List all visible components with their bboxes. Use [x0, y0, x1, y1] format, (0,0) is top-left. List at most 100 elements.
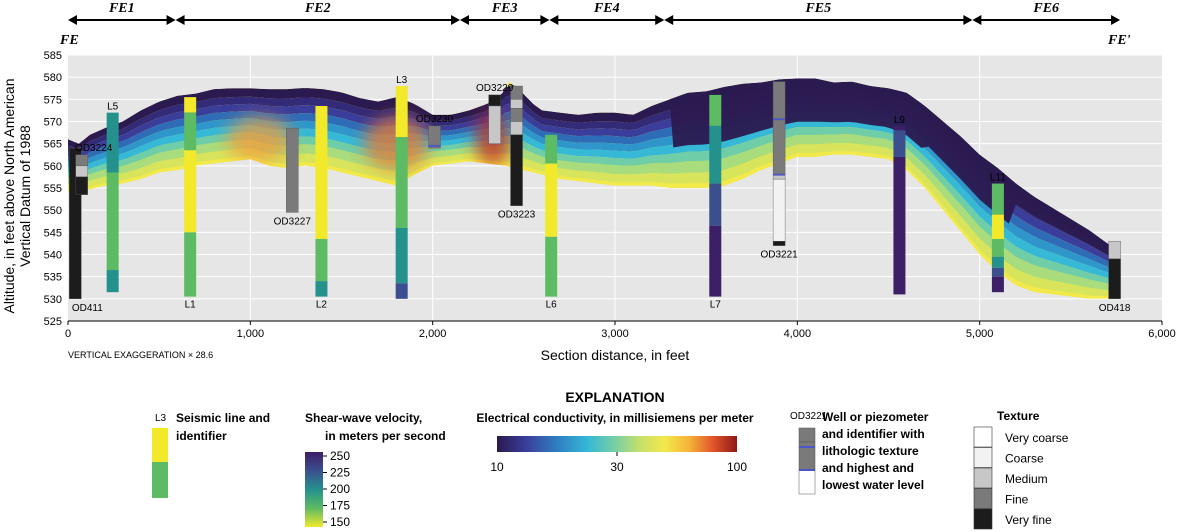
shear-wave-tick-label: 175 — [330, 499, 350, 513]
conductivity-band — [68, 119, 1119, 281]
y-tick-label: 525 — [44, 316, 62, 328]
segment-arrowhead-left — [175, 15, 185, 25]
x-tick-label: 0 — [65, 328, 71, 340]
legend-well-fine — [798, 427, 816, 443]
legend-well-label-line: Well or piezometer — [822, 410, 929, 424]
legend-well-coarse — [798, 469, 816, 495]
seismic-layer-l6 — [545, 163, 558, 237]
seismic-layer-l5 — [106, 270, 119, 293]
y-tick-label: 585 — [44, 50, 62, 62]
segment-arrowhead-right — [451, 15, 461, 25]
texture-swatch — [973, 467, 993, 489]
segment-label-fe4: FE4 — [593, 1, 620, 16]
well-label-od418: OD418 — [1099, 303, 1131, 314]
seismic-line-label-l1: L1 — [185, 300, 197, 311]
segment-label-fe2: FE2 — [304, 1, 331, 16]
segment-arrowhead-right — [540, 15, 550, 25]
conductivity-band — [68, 143, 1119, 297]
axis-ticks: 0 1,000 2,000 3,000 4,000 5,000 6,000 525 530 535… — [44, 50, 1176, 340]
shear-wave-colorbar — [305, 452, 323, 527]
seismic-line-label-l7: L7 — [710, 300, 722, 311]
seismic-layer-l11 — [991, 238, 1004, 257]
section-start-label: FE — [59, 33, 79, 48]
conductivity-tick-30: 30 — [610, 460, 624, 474]
seismic-layer-l3 — [395, 86, 408, 138]
conductivity-title: Electrical conductivity, in millisiemens… — [476, 411, 754, 425]
segment-arrowhead-right — [166, 15, 176, 25]
x-tick-label: 4,000 — [784, 328, 812, 340]
seismic-layer-l2 — [315, 105, 328, 239]
legend-well-id: OD3221 — [790, 411, 828, 422]
well-layer-od3224 — [75, 165, 88, 178]
segment-arrowhead-left — [664, 15, 674, 25]
conductivity-band — [68, 103, 1119, 271]
x-tick-label: 3,000 — [601, 328, 629, 340]
segment-arrowhead-right — [963, 15, 973, 25]
borehole-columns — [69, 81, 1121, 300]
seismic-layer-l7 — [709, 94, 722, 126]
seismic-layer-l9 — [893, 125, 906, 131]
conductivity-band — [68, 134, 1119, 291]
segment-label-fe3: FE3 — [491, 1, 518, 16]
seismic-layer-l9 — [893, 130, 906, 157]
well-label-od3224: OD3224 — [75, 143, 113, 154]
segment-arrowhead-left — [549, 15, 559, 25]
conductivity-band — [68, 87, 1119, 261]
segment-arrowhead-left — [460, 15, 470, 25]
legend-seismic-green-swatch — [152, 462, 168, 498]
seismic-layer-l1 — [184, 150, 197, 233]
well-layer-od3221 — [772, 240, 786, 246]
well-layer-od3229 — [488, 94, 501, 107]
shear-wave-title-2: in meters per second — [325, 429, 446, 443]
shear-wave-tick-label: 150 — [330, 515, 350, 529]
x-tick-label: 1,000 — [237, 328, 265, 340]
seismic-layer-l1 — [184, 232, 197, 297]
seismic-layer-l7 — [709, 125, 722, 184]
texture-swatch — [973, 447, 993, 468]
seismic-layer-l1 — [184, 112, 197, 151]
well-layer-od3229 — [488, 105, 501, 144]
well-layer-od3224 — [75, 154, 88, 167]
seismic-layer-l3 — [395, 227, 408, 284]
seismic-layer-l11 — [991, 276, 1004, 293]
y-tick-label: 565 — [44, 139, 62, 151]
seismic-layer-l5 — [106, 112, 119, 173]
shear-wave-tick-label: 200 — [330, 482, 350, 496]
conductivity-band — [68, 95, 1119, 266]
seismic-layer-l11 — [991, 214, 1004, 239]
y-tick-label: 560 — [44, 161, 62, 173]
seismic-layer-l7 — [709, 225, 722, 297]
well-layer-od418 — [1108, 258, 1121, 300]
conductivity-tick-100: 100 — [727, 460, 747, 474]
y-tick-label: 545 — [44, 227, 62, 239]
seismic-layer-l6 — [545, 236, 558, 297]
seismic-layer-l6 — [545, 134, 558, 164]
legend-seismic-label-1: Seismic line and — [176, 411, 270, 425]
legend-seismic: L3 Seismic line and identifier — [152, 411, 270, 498]
texture-label: Medium — [1005, 472, 1048, 486]
well-label-od3229: OD3229 — [476, 83, 514, 94]
texture-swatch — [973, 488, 993, 509]
seismic-layer-l7 — [709, 183, 722, 226]
conductivity-band — [68, 127, 1119, 286]
y-tick-label: 575 — [44, 94, 62, 106]
well-layer-od3223 — [510, 107, 523, 122]
legend-seismic-yellow-swatch — [152, 428, 168, 462]
y-axis-label-line2: Vertical Datum of 1988 — [17, 125, 33, 267]
shear-wave-tick-label: 225 — [330, 466, 350, 480]
seismic-layer-l9 — [893, 156, 906, 295]
seismic-line-label-l5: L5 — [107, 102, 119, 113]
well-layer-od3223 — [510, 121, 523, 136]
section-segments: FE1 FE2 FE3 FE4 FE5 FE6 — [68, 1, 1121, 25]
well-label-od3221: OD3221 — [760, 250, 798, 261]
seismic-line-label-l3: L3 — [396, 75, 408, 86]
well-layer-od3227 — [286, 127, 299, 213]
legend-seismic-label-2: identifier — [176, 429, 227, 443]
y-tick-label: 535 — [44, 272, 62, 284]
seismic-layer-l11 — [991, 183, 1004, 215]
well-layer-od3223 — [510, 99, 523, 109]
texture-label: Very coarse — [1005, 431, 1069, 445]
seismic-layer-l5 — [106, 172, 119, 271]
seismic-layer-l3 — [395, 283, 408, 299]
